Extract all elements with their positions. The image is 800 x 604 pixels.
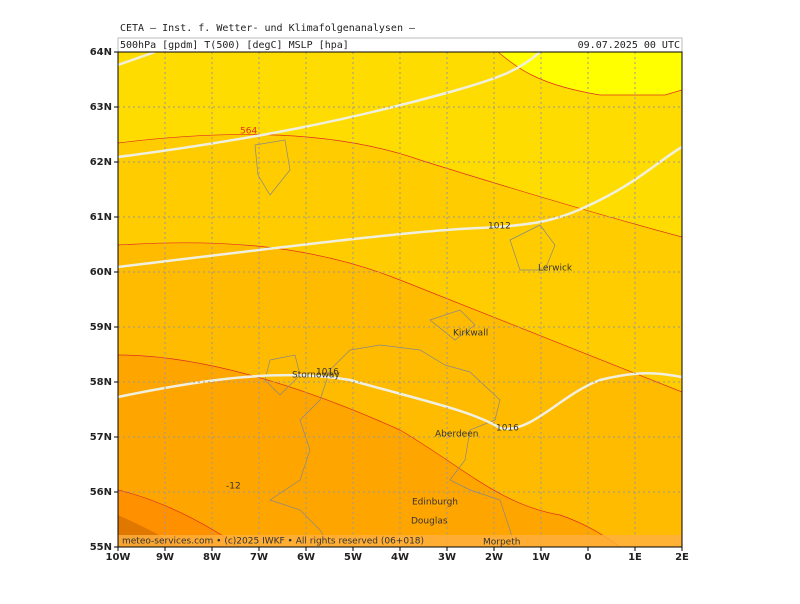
place-label: Stornoway [292,371,340,381]
contour-label: 1012 [488,222,511,232]
coastline [269,344,516,547]
lon-label: 5W [344,552,362,563]
map [117,51,683,548]
lon-label: 7W [250,552,268,563]
lon-label: 3W [438,552,456,563]
contour-label: 564 [240,127,257,137]
lon-label: 9W [156,552,174,563]
lat-label: 60N [90,267,112,278]
lon-label: 8W [203,552,221,563]
lat-label: 61N [90,212,112,223]
lon-label: 10W [106,552,131,563]
lon-label: 4W [391,552,409,563]
place-label: Aberdeen [435,430,478,440]
lon-label: 6W [297,552,315,563]
contour [118,242,682,393]
isobar [118,52,541,159]
place-label: Edinburgh [412,498,458,508]
lon-label: 1E [628,552,642,563]
footer-text: meteo-services.com • (c)2025 IWKF • All … [122,537,424,547]
lon-label: 2E [675,552,689,563]
lat-label: 62N [90,157,112,168]
place-label: Kirkwall [453,329,488,339]
contour-label: 1016 [316,368,339,378]
isobar [118,52,156,67]
place-label: Lerwick [538,264,573,274]
band [498,52,682,95]
isobar [118,372,682,431]
contour [118,134,682,238]
header-institute: CETA – Inst. f. Wetter- und Klimafolgena… [120,23,416,34]
lon-label: 2W [485,552,503,563]
contour-label: -12 [226,482,241,492]
lon-label: 1W [532,552,550,563]
lat-label: 57N [90,432,112,443]
lat-label: 63N [90,102,112,113]
contour [497,52,682,96]
lat-label: 64N [90,47,112,58]
lat-label: 56N [90,487,112,498]
lat-label: 59N [90,322,112,333]
place-label: Morpeth [483,538,520,548]
lat-label: 58N [90,377,112,388]
contour-label: 1016 [496,424,519,434]
place-label: Douglas [411,517,448,527]
header-time: 09.07.2025 00 UTC [578,40,680,51]
coastline [254,139,556,396]
footer-strip [118,535,682,547]
header-fields: 500hPa [gpdm] T(500) [degC] MSLP [hpa] [120,40,349,51]
lon-label: 0 [585,552,592,563]
contour [118,354,621,547]
lat-label: 55N [90,542,112,553]
